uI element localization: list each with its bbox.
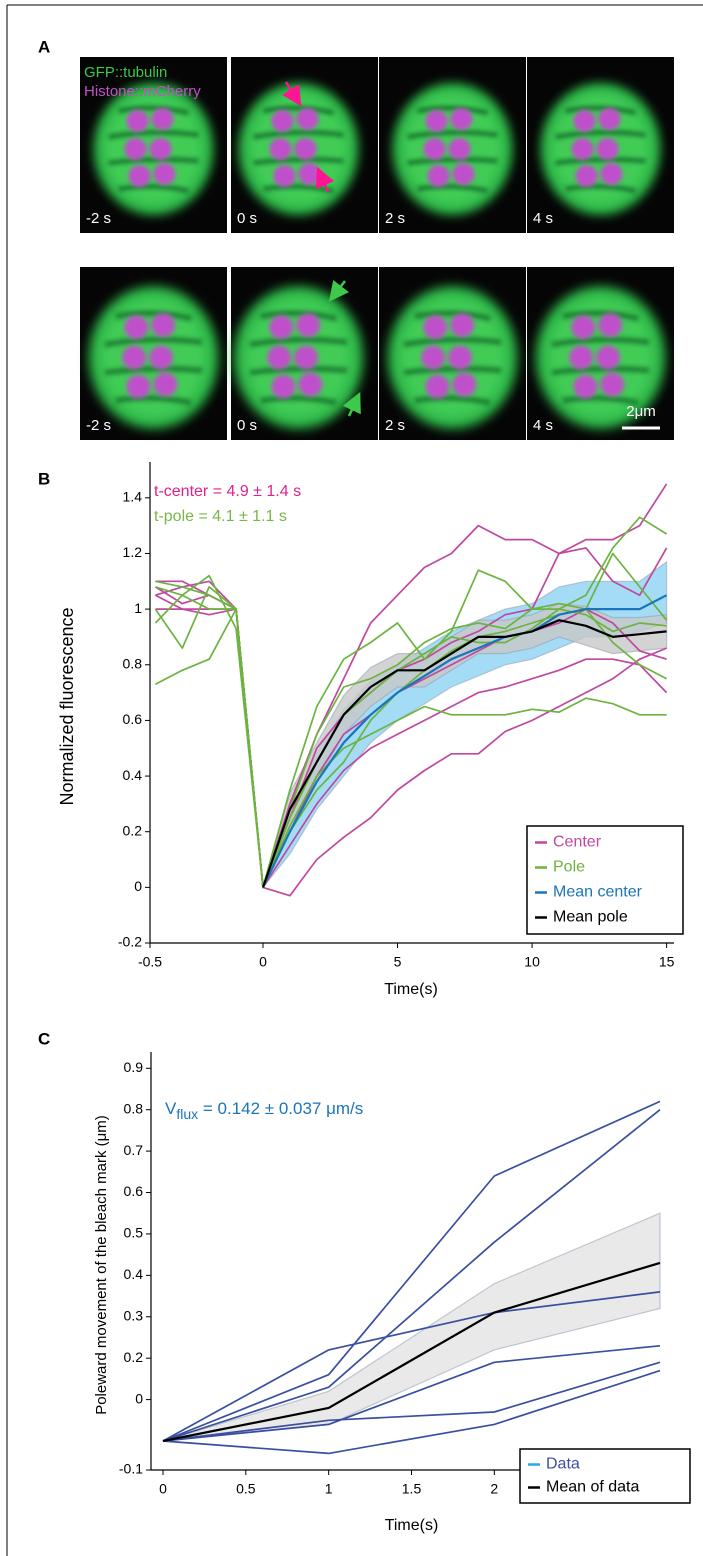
y-axis-label: Normalized fluorescence: [57, 607, 77, 805]
legend-label: Data: [546, 1456, 580, 1473]
micrographs: -2 s 0 s 2 s 4 s -2 s 0 s 2 s 4 s: [80, 57, 674, 440]
y-tick-label: 0.4: [123, 767, 143, 783]
line: [162, 1369, 661, 1455]
time-label: 0 s: [237, 210, 257, 227]
y-tick-label: -0.1: [119, 1461, 143, 1477]
annotation: Vflux = 0.142 ± 0.037 μm/s: [165, 1099, 363, 1121]
y-tick-label: 0: [134, 878, 142, 894]
x-tick-label: 0: [259, 954, 267, 970]
y-tick-label: 1: [134, 600, 142, 616]
arrow: [328, 279, 350, 302]
time-label: 2 s: [385, 417, 405, 434]
legend-box: [526, 825, 684, 935]
y-tick-label: 0.6: [123, 711, 143, 727]
panel-label: B: [38, 469, 50, 488]
panel-label: A: [38, 37, 50, 56]
x-tick-label: 15: [659, 954, 675, 970]
y-tick-label: 1.2: [123, 544, 143, 560]
x-axis-label: Time(s): [384, 981, 438, 998]
line: [262, 594, 668, 888]
y-tick-label: 0.8: [124, 1100, 144, 1116]
time-label: -2 s: [86, 210, 111, 227]
line: [154, 574, 667, 889]
time-label: 4 s: [533, 210, 553, 227]
line: [261, 619, 667, 888]
scale-bar-label: 2μm: [626, 403, 655, 420]
y-tick-label: 0: [135, 1390, 143, 1406]
y-tick-label: 0.3: [124, 1307, 144, 1323]
legend-label: Pole: [553, 859, 585, 876]
x-tick-label: 5: [394, 954, 402, 970]
annotation-sub: flux: [176, 1106, 198, 1122]
cell: [234, 286, 364, 429]
annotation-part: V: [165, 1099, 177, 1118]
legend-label: Center: [553, 834, 602, 851]
y-tick-label: 1.4: [123, 489, 143, 505]
annotation: t-center = 4.9 ± 1.4 s: [154, 483, 301, 500]
legend-label: Mean of data: [546, 1479, 640, 1496]
x-tick-label: 2: [490, 1481, 498, 1497]
x-tick-label: 1: [325, 1481, 333, 1497]
y-tick-label: 0.6: [124, 1183, 144, 1199]
x-tick-label: 10: [524, 954, 540, 970]
y-tick-label: 0.7: [124, 1142, 144, 1158]
y-tick-label: 0.4: [124, 1266, 144, 1282]
line: [162, 1100, 661, 1442]
cell: [388, 286, 518, 429]
legend-box: [519, 1448, 691, 1504]
arrow: [315, 166, 335, 193]
cell: [89, 286, 219, 429]
channel-label: GFP::tubulin: [84, 64, 167, 81]
legend-label: Mean pole: [553, 909, 628, 926]
panel-label: C: [38, 1029, 50, 1048]
x-tick-label: -0.5: [138, 954, 162, 970]
annotation-part: = 0.142 ± 0.037 μm/s: [198, 1099, 363, 1118]
cell: [393, 83, 513, 215]
time-label: 0 s: [237, 417, 257, 434]
y-tick-label: -0.2: [118, 934, 142, 950]
x-tick-label: 1.5: [402, 1481, 422, 1497]
x-axis-label: Time(s): [385, 1517, 439, 1534]
line: [162, 1109, 661, 1442]
y-tick-label: 0.2: [123, 822, 143, 838]
y-tick-label: 0.5: [124, 1225, 144, 1241]
x-tick-label: 0: [159, 1481, 167, 1497]
cell: [239, 83, 359, 215]
annotation: t-pole = 4.1 ± 1.1 s: [154, 508, 287, 525]
y-tick-label: 0.2: [124, 1349, 144, 1365]
line: [162, 1344, 661, 1442]
cell: [541, 83, 661, 215]
arrow: [342, 391, 361, 417]
time-label: 2 s: [385, 210, 405, 227]
y-axis-label: Poleward movement of the bleach mark (μm…: [93, 1115, 110, 1415]
cell: [94, 83, 214, 215]
line: [162, 1361, 661, 1442]
arrow: [282, 81, 302, 107]
legend-label: Mean center: [553, 884, 643, 901]
channel-label: Histone::mCherry: [84, 83, 201, 100]
y-tick-label: 0.8: [123, 655, 143, 671]
line: [162, 1291, 661, 1442]
line: [162, 1261, 661, 1443]
time-label: -2 s: [86, 417, 111, 434]
y-tick-label: 0.9: [124, 1059, 144, 1075]
x-tick-label: 0.5: [236, 1481, 256, 1497]
time-label: 4 s: [533, 417, 553, 434]
band: [162, 1212, 661, 1442]
